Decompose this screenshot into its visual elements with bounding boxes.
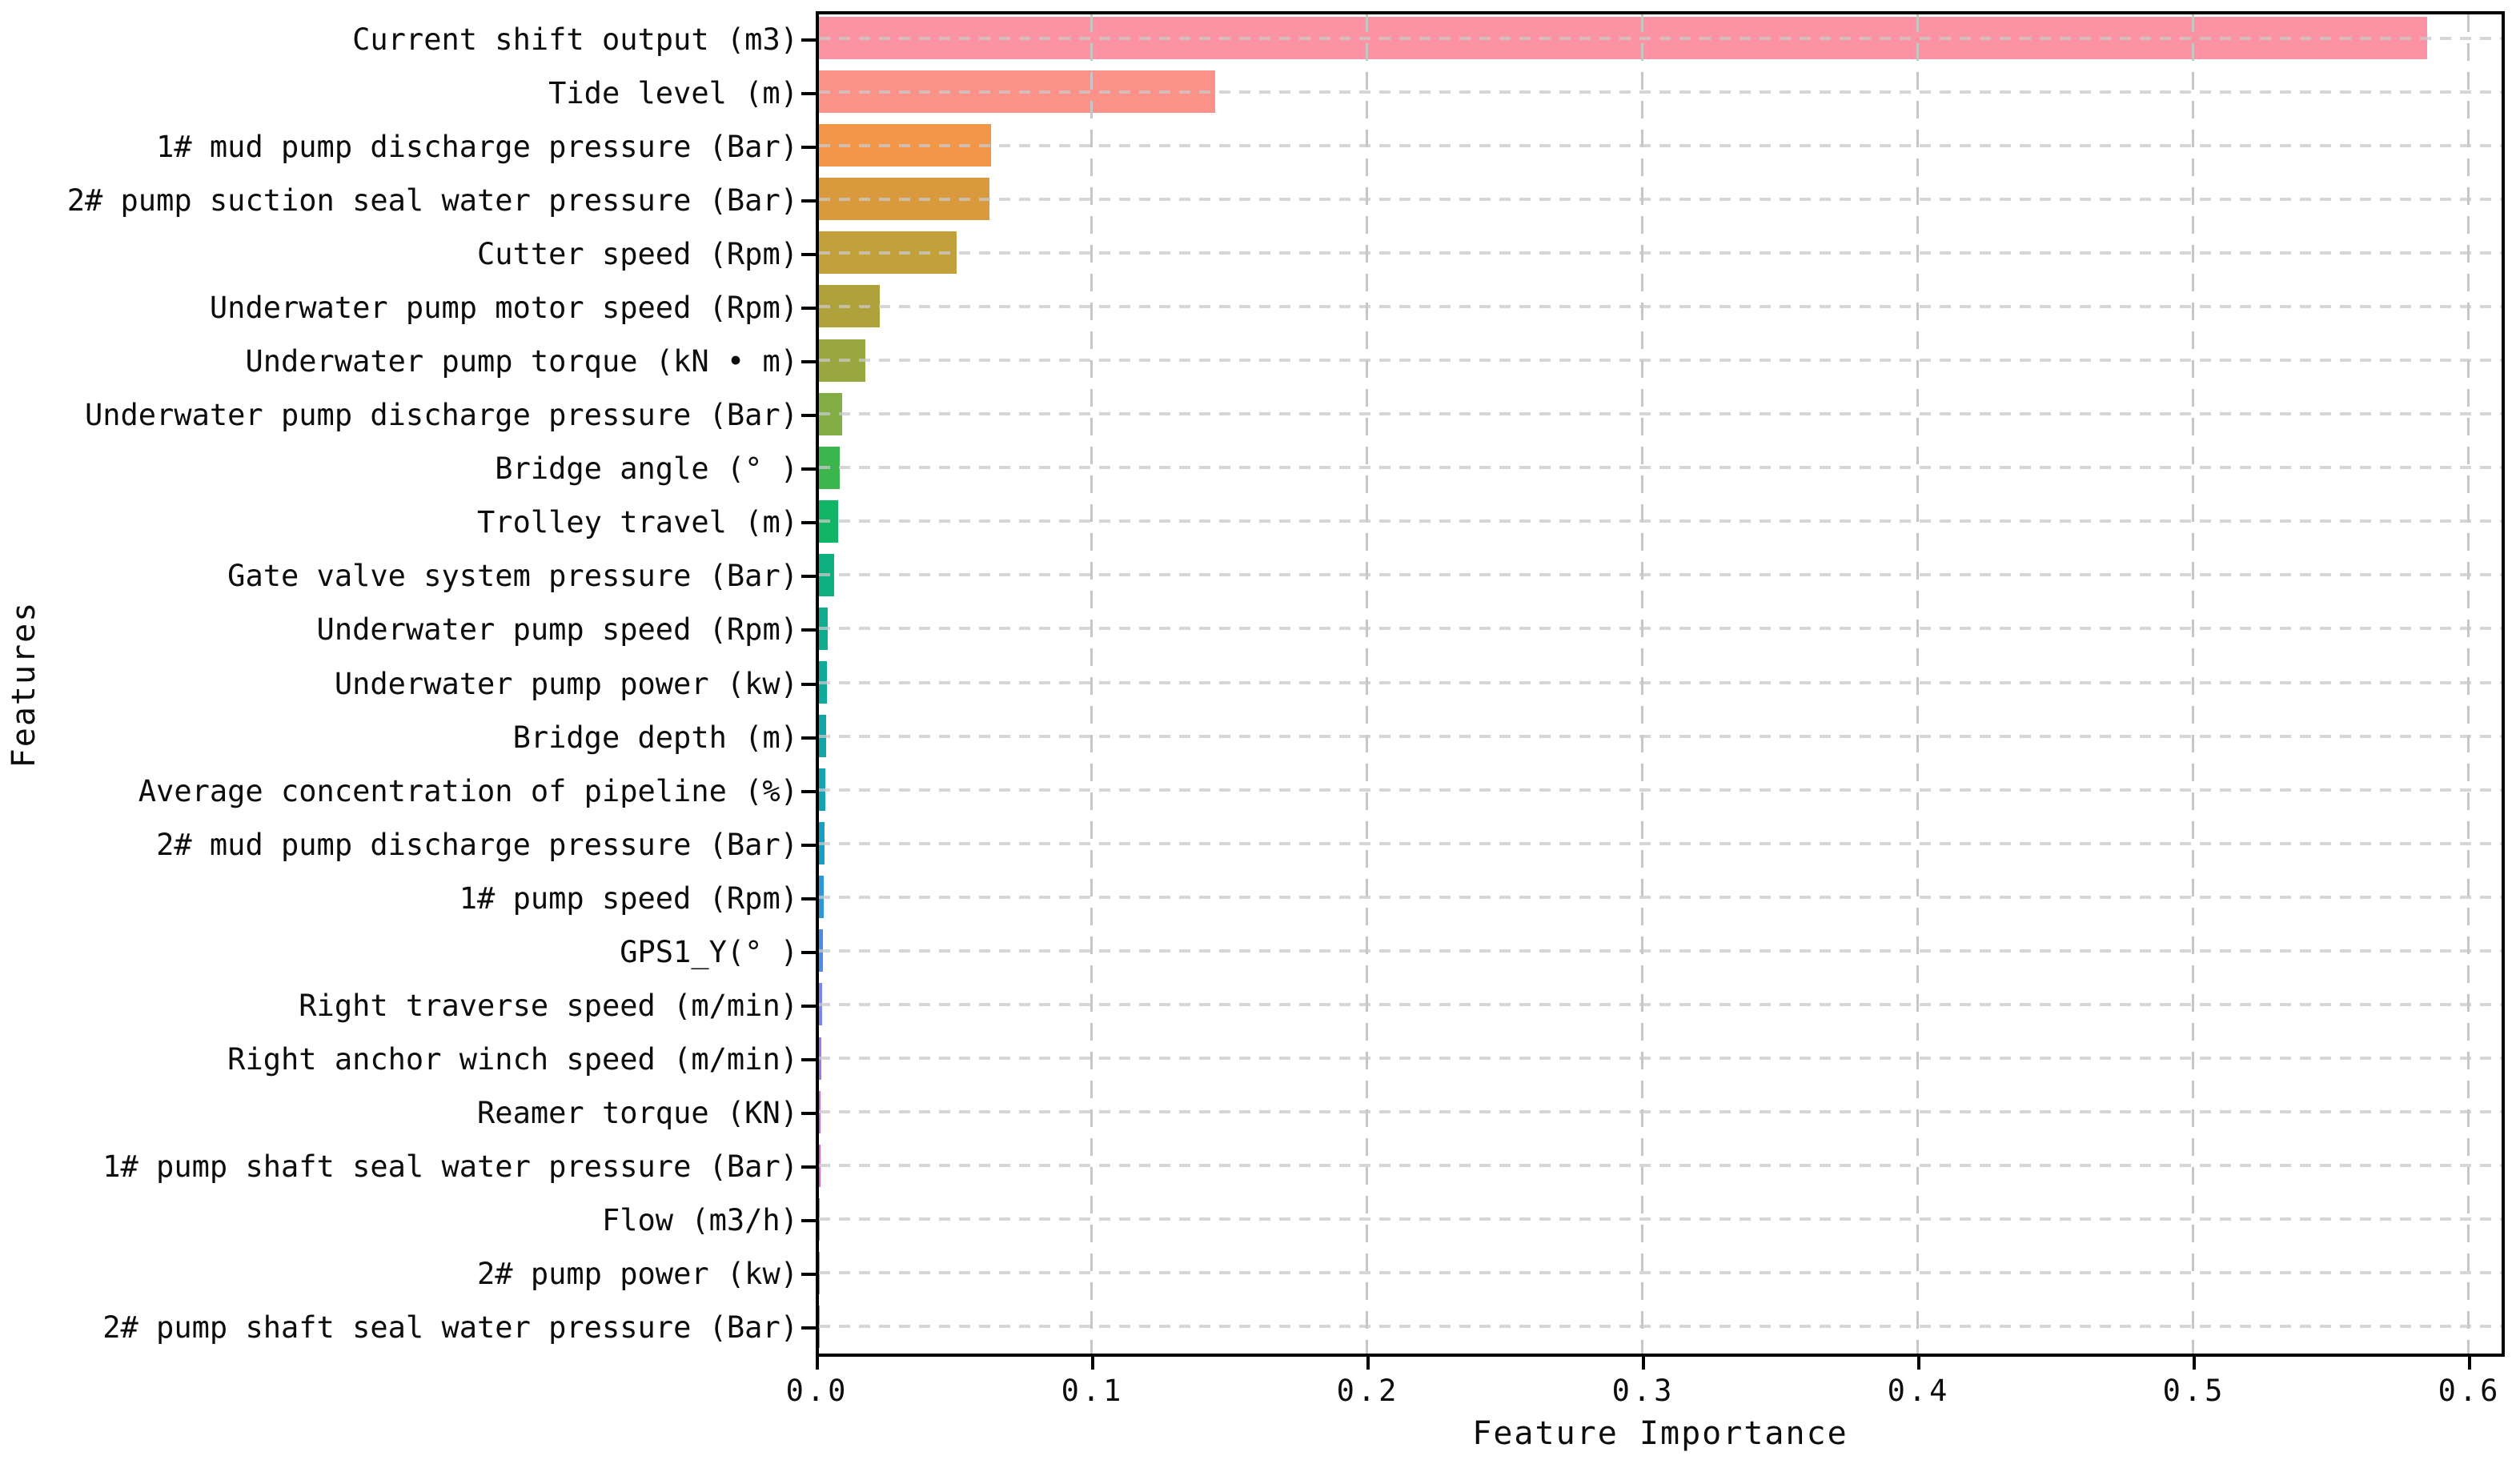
y-gridline — [819, 519, 2502, 523]
x-tick-label: 0.4 — [1887, 1374, 1951, 1408]
y-gridline — [819, 841, 2502, 845]
y-tick — [801, 789, 816, 793]
y-gridline — [819, 573, 2502, 577]
y-tick — [801, 1004, 816, 1008]
y-gridline — [819, 412, 2502, 416]
y-tick — [801, 950, 816, 954]
y-tick — [801, 843, 816, 847]
x-tick-label: 0.3 — [1611, 1374, 1675, 1408]
feature-label: Flow (m3/h) — [601, 1203, 798, 1238]
y-tick — [801, 38, 816, 42]
x-gridline — [2191, 14, 2194, 1354]
y-tick — [801, 682, 816, 686]
y-tick — [801, 628, 816, 632]
y-tick — [801, 1326, 816, 1330]
feature-label: 1# pump speed (Rpm) — [459, 880, 798, 916]
x-tick — [1091, 1357, 1094, 1370]
x-gridline — [1916, 14, 1919, 1354]
x-tick — [816, 1357, 819, 1370]
feature-label: GPS1_Y(° ) — [620, 934, 798, 969]
y-tick — [801, 199, 816, 203]
feature-label: Underwater pump speed (Rpm) — [316, 612, 798, 648]
feature-label: Gate valve system pressure (Bar) — [227, 559, 798, 594]
feature-label: Cutter speed (Rpm) — [477, 236, 798, 271]
feature-label: Underwater pump discharge pressure (Bar) — [84, 398, 798, 433]
feature-label: Right anchor winch speed (m/min) — [227, 1042, 798, 1077]
x-gridline — [1365, 14, 1368, 1354]
x-axis-title: Feature Importance — [1472, 1415, 1848, 1452]
y-gridline — [819, 680, 2502, 684]
feature-label: Average concentration of pipeline (%) — [138, 773, 798, 808]
y-tick — [801, 1273, 816, 1277]
x-tick-label: 0.2 — [1336, 1374, 1400, 1408]
feature-label: Underwater pump motor speed (Rpm) — [209, 290, 798, 325]
y-tick — [801, 575, 816, 579]
x-tick — [1917, 1357, 1920, 1370]
x-gridline — [2466, 14, 2470, 1354]
y-gridline — [819, 1217, 2502, 1221]
y-gridline — [819, 466, 2502, 470]
y-tick — [801, 306, 816, 310]
feature-label: Right traverse speed (m/min) — [299, 988, 798, 1023]
y-tick — [801, 521, 816, 525]
feature-label: 2# pump shaft seal water pressure (Bar) — [102, 1310, 798, 1346]
feature-label: 2# pump suction seal water pressure (Bar… — [66, 182, 798, 218]
feature-label: Bridge angle (° ) — [495, 451, 798, 487]
feature-label: 2# mud pump discharge pressure (Bar) — [156, 827, 798, 862]
y-gridline — [819, 734, 2502, 738]
x-tick — [1642, 1357, 1645, 1370]
feature-label: 1# mud pump discharge pressure (Bar) — [156, 129, 798, 164]
y-tick — [801, 1165, 816, 1169]
feature-label: Trolley travel (m) — [477, 505, 798, 540]
y-gridline — [819, 1271, 2502, 1275]
x-tick-label: 0.6 — [2438, 1374, 2502, 1408]
y-gridline — [819, 1110, 2502, 1114]
y-tick — [801, 467, 816, 471]
feature-label: Current shift output (m3) — [352, 22, 798, 57]
x-tick — [2193, 1357, 2196, 1370]
x-tick-label: 0.1 — [1061, 1374, 1125, 1408]
y-gridline — [819, 788, 2502, 792]
plot-area — [816, 11, 2505, 1357]
y-tick — [801, 145, 816, 149]
y-tick — [801, 1058, 816, 1062]
y-gridline — [819, 949, 2502, 953]
y-gridline — [819, 1164, 2502, 1168]
y-gridline — [819, 1325, 2502, 1329]
y-tick — [801, 414, 816, 418]
y-gridline — [819, 90, 2502, 94]
feature-label: Underwater pump torque (kN • m) — [245, 344, 798, 379]
y-gridline — [819, 1002, 2502, 1006]
y-gridline — [819, 197, 2502, 201]
x-tick-label: 0.0 — [785, 1374, 849, 1408]
feature-label: Underwater pump power (kw) — [334, 666, 798, 701]
y-tick — [801, 1112, 816, 1116]
y-tick — [801, 91, 816, 95]
feature-label: Reamer torque (KN) — [477, 1096, 798, 1131]
feature-label: Tide level (m) — [548, 75, 798, 110]
y-tick — [801, 896, 816, 900]
y-gridline — [819, 251, 2502, 255]
y-gridline — [819, 359, 2502, 363]
y-gridline — [819, 304, 2502, 308]
y-tick — [801, 360, 816, 364]
x-tick — [2468, 1357, 2471, 1370]
y-gridline — [819, 895, 2502, 899]
y-gridline — [819, 627, 2502, 631]
feature-label: 2# pump power (kw) — [477, 1257, 798, 1292]
y-tick — [801, 252, 816, 256]
y-tick — [801, 1219, 816, 1223]
y-gridline — [819, 143, 2502, 147]
y-gridline — [819, 1057, 2502, 1061]
x-gridline — [1640, 14, 1643, 1354]
x-tick — [1366, 1357, 1370, 1370]
x-tick-label: 0.5 — [2162, 1374, 2226, 1408]
y-tick — [801, 736, 816, 740]
feature-label: Bridge depth (m) — [512, 720, 798, 755]
feature-label: 1# pump shaft seal water pressure (Bar) — [102, 1149, 798, 1185]
x-gridline — [1089, 14, 1093, 1354]
y-gridline — [819, 36, 2502, 40]
